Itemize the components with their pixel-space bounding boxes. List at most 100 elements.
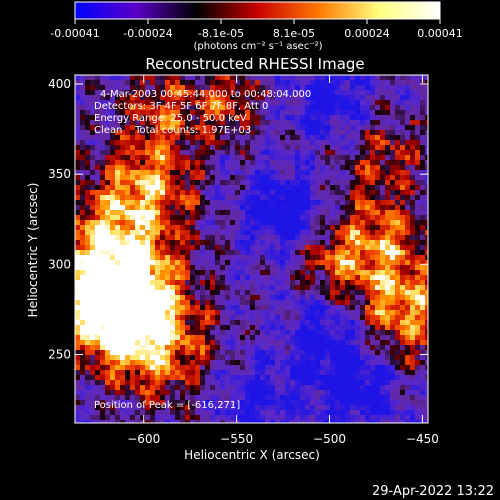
heatmap-cell [390,80,396,86]
heatmap-cell [170,230,176,236]
heatmap-cell [120,405,126,411]
heatmap-cell [315,290,321,296]
heatmap-cell [255,80,261,86]
heatmap-cell [345,380,351,386]
heatmap-cell [75,275,81,281]
heatmap-cell [120,230,126,236]
heatmap-cell [95,195,101,201]
heatmap-cell [80,165,86,171]
heatmap-cell [160,210,166,216]
heatmap-cell [205,170,211,176]
heatmap-cell [305,125,311,131]
heatmap-cell [365,280,371,286]
heatmap-cell [375,150,381,156]
heatmap-cell [380,125,386,131]
heatmap-cell [110,195,116,201]
heatmap-cell [130,280,136,286]
heatmap-cell [370,95,376,101]
heatmap-cell [130,230,136,236]
heatmap-cell [260,325,266,331]
heatmap-cell [330,180,336,186]
heatmap-cell [235,125,241,131]
heatmap-cell [75,300,81,306]
heatmap-cell [270,75,276,81]
heatmap-cell [215,305,221,311]
heatmap-cell [230,260,236,266]
heatmap-cell [120,365,126,371]
heatmap-cell [250,80,256,86]
heatmap-cell [125,120,131,126]
heatmap-cell [240,155,246,161]
heatmap-cell [250,380,256,386]
heatmap-cell [325,365,331,371]
heatmap-cell [380,205,386,211]
heatmap-cell [275,255,281,261]
heatmap-cell [215,380,221,386]
heatmap-cell [320,230,326,236]
heatmap-cell [340,420,346,423]
heatmap-cell [425,250,428,256]
heatmap-cell [155,120,161,126]
heatmap-cell [85,305,91,311]
heatmap-cell [175,220,181,226]
heatmap-cell [85,170,91,176]
heatmap-cell [385,295,391,301]
heatmap-cell [325,220,331,226]
heatmap-cell [215,145,221,151]
heatmap-cell [370,415,376,421]
heatmap-cell [285,340,291,346]
heatmap-cell [305,240,311,246]
heatmap-cell [230,115,236,121]
heatmap-cell [190,260,196,266]
heatmap-cell [325,310,331,316]
heatmap-cell [235,245,241,251]
heatmap-cell [85,380,91,386]
heatmap-cell [315,170,321,176]
heatmap-cell [425,400,428,406]
heatmap-cell [220,150,226,156]
heatmap-cell [290,235,296,241]
heatmap-cell [95,105,101,111]
heatmap-cell [360,145,366,151]
heatmap-cell [300,300,306,306]
heatmap-cell [215,360,221,366]
heatmap-cell [335,370,341,376]
heatmap-cell [395,335,401,341]
heatmap-cell [375,265,381,271]
heatmap-cell [385,265,391,271]
heatmap-cell [405,135,411,141]
heatmap-cell [420,405,426,411]
heatmap-cell [410,85,416,91]
heatmap-cell [320,375,326,381]
heatmap-cell [135,125,141,131]
heatmap-cell [225,85,231,91]
heatmap-cell [325,90,331,96]
heatmap-cell [155,80,161,86]
heatmap-cell [335,105,341,111]
heatmap-cell [180,265,186,271]
heatmap-cell [185,185,191,191]
heatmap-cell [330,270,336,276]
heatmap-cell [95,280,101,286]
heatmap-cell [205,265,211,271]
heatmap-cell [265,200,271,206]
heatmap-cell [165,195,171,201]
heatmap-cell [405,140,411,146]
heatmap-cell [275,85,281,91]
heatmap-cell [370,130,376,136]
heatmap-cell [280,225,286,231]
heatmap-cell [310,240,316,246]
heatmap-cell [230,365,236,371]
heatmap-cell [280,215,286,221]
heatmap-cell [385,250,391,256]
heatmap-cell [425,160,428,166]
heatmap-cell [230,380,236,386]
heatmap-cell [100,255,106,261]
heatmap-cell [360,370,366,376]
heatmap-cell [245,420,251,423]
heatmap-cell [265,260,271,266]
heatmap-cell [90,375,96,381]
heatmap-cell [130,260,136,266]
heatmap-cell [300,320,306,326]
heatmap-cell [270,145,276,151]
